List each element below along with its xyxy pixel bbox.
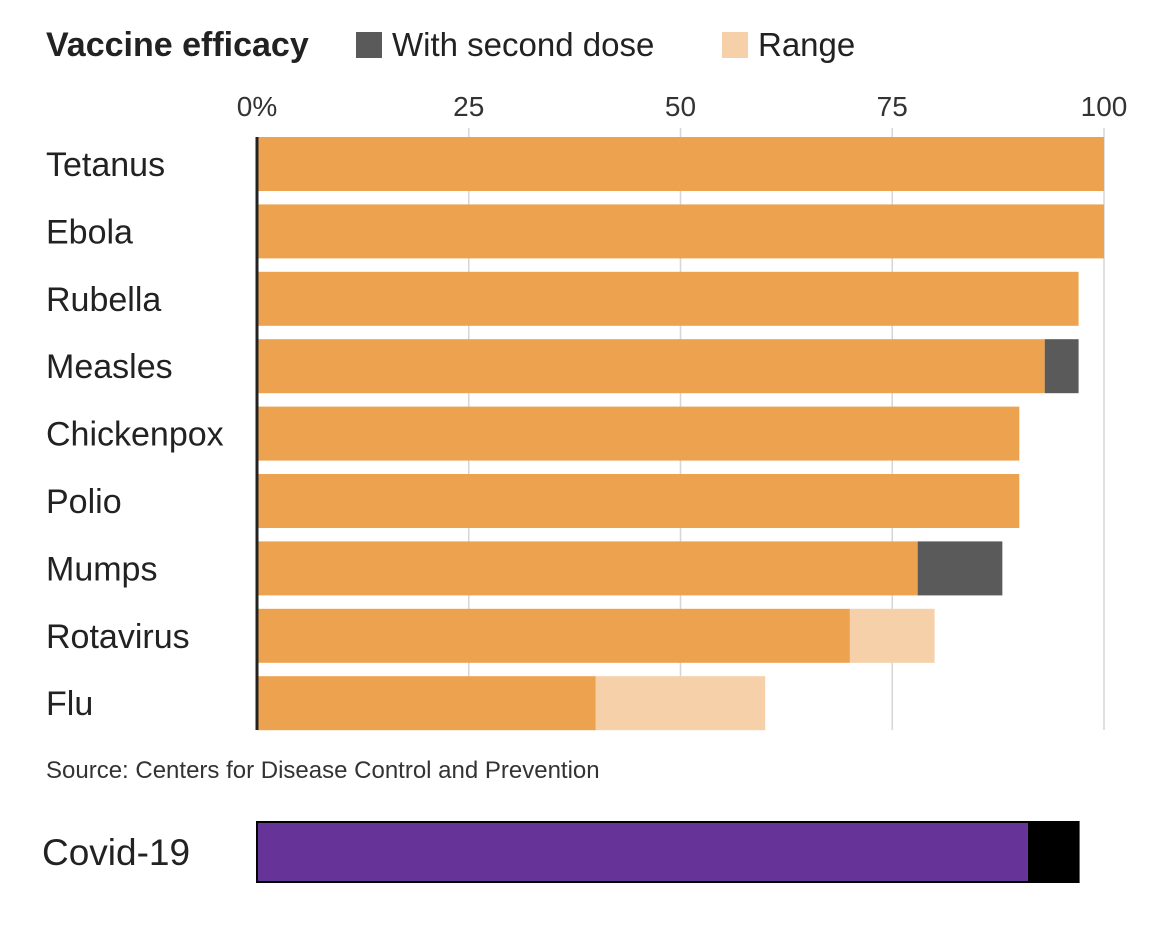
bar-measles-second-dose <box>1044 339 1079 394</box>
legend: With second dose Range <box>356 26 855 63</box>
legend-label-1: With second dose <box>392 26 654 63</box>
bar-rubella-base <box>257 271 1079 326</box>
category-labels: Tetanus Ebola Rubella Measles Chickenpox Poli… <box>46 146 224 723</box>
covid-19-bar-base <box>257 822 1028 882</box>
category-label-measles: Measles <box>46 348 173 386</box>
x-tick-label-25: 25 <box>453 91 484 122</box>
bar-ebola-base <box>257 204 1104 259</box>
category-label-rotavirus: Rotavirus <box>46 618 190 656</box>
bar-measles-base <box>257 339 1045 394</box>
bar-rotavirus-range <box>849 608 935 663</box>
covid-19-bar-extra <box>1027 822 1079 882</box>
bar-polio-base <box>257 474 1020 528</box>
legend-swatch-1 <box>356 32 382 58</box>
bars <box>257 137 1104 731</box>
bar-flu-base <box>257 676 596 731</box>
x-tick-label-100: 100 <box>1081 91 1128 122</box>
legend-swatch-2 <box>722 32 748 58</box>
category-label-polio: Polio <box>46 483 122 521</box>
x-tick-label-0: 0% <box>237 91 277 122</box>
bar-tetanus-base <box>257 137 1104 191</box>
category-label-flu: Flu <box>46 685 93 723</box>
bar-rotavirus-base <box>257 608 850 663</box>
category-label-rubella: Rubella <box>46 281 161 319</box>
bar-flu-range <box>595 676 766 731</box>
x-tick-label-75: 75 <box>877 91 908 122</box>
category-label-mumps: Mumps <box>46 550 157 588</box>
x-tick-label-50: 50 <box>665 91 696 122</box>
x-axis-ticks: 0% 25 50 75 100 <box>237 91 1128 122</box>
category-label-tetanus: Tetanus <box>46 146 165 184</box>
bar-mumps-second-dose <box>917 541 1003 596</box>
category-label-chickenpox: Chickenpox <box>46 416 224 454</box>
chart-title: Vaccine efficacy <box>46 26 309 64</box>
covid-19-label: Covid-19 <box>42 832 190 873</box>
covid-19-bar-outline <box>256 821 1080 883</box>
source-note: Source: Centers for Disease Control and … <box>46 757 600 784</box>
covid-19-annotation: Covid-19 <box>42 821 1080 883</box>
bar-mumps-base <box>257 541 918 596</box>
category-label-ebola: Ebola <box>46 213 133 251</box>
bar-chickenpox-base <box>257 406 1020 461</box>
legend-label-2: Range <box>758 26 855 63</box>
